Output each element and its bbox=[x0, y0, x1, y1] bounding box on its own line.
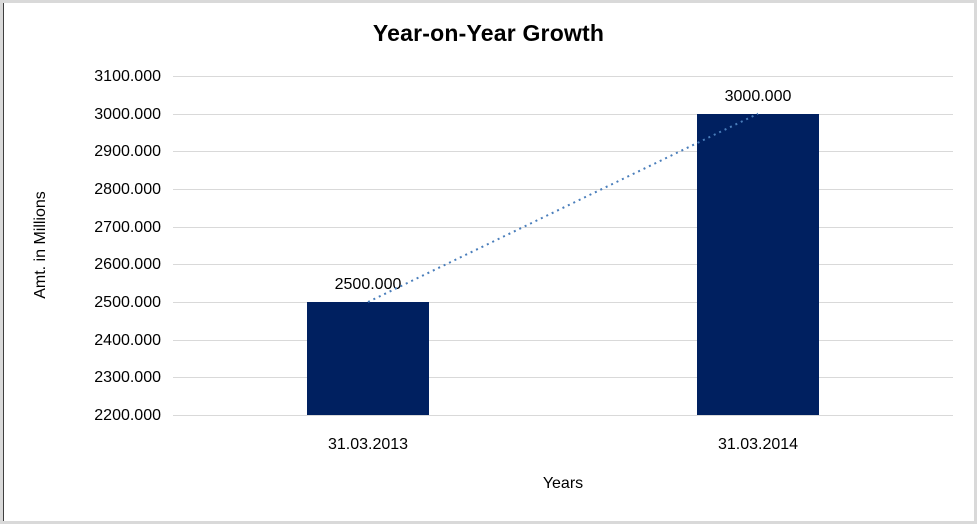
gridline bbox=[173, 76, 953, 77]
bars-layer: 2500.000 3000.000 bbox=[173, 76, 953, 415]
chart-title: Year-on-Year Growth bbox=[372, 20, 605, 46]
y-axis-tick-label: 2900.000 bbox=[94, 143, 161, 161]
bar-31.03.2013 bbox=[307, 302, 429, 415]
x-axis-tick-label: 31.03.2013 bbox=[327, 436, 409, 453]
y-axis-tick-label: 2400.000 bbox=[94, 331, 161, 349]
x-axis-title: Years bbox=[542, 475, 584, 492]
y-axis-tick-label: 3000.000 bbox=[94, 105, 161, 123]
y-axis-tick-label: 2700.000 bbox=[94, 218, 161, 236]
y-axis-tick-label: 2200.000 bbox=[94, 407, 161, 424]
plot-area: 2500.000 3000.000 bbox=[173, 76, 953, 416]
gridline bbox=[173, 339, 953, 341]
gridline bbox=[173, 415, 953, 416]
bar-31.03.2014 bbox=[697, 113, 819, 415]
data-label: 3000.000 bbox=[724, 87, 792, 105]
y-axis-tick-label: 2300.000 bbox=[94, 369, 161, 387]
y-axis-tick-label: 2500.000 bbox=[94, 294, 161, 311]
x-axis-tick-label: 31.03.2014 bbox=[717, 436, 799, 453]
y-axis-tick-label: 2800.000 bbox=[94, 181, 161, 198]
y-axis-tick-label: 3100.000 bbox=[94, 68, 161, 85]
data-label: 2500.000 bbox=[334, 276, 402, 293]
y-axis-tick-labels: 3100.000 3000.000 2900.000 2800.000 2700.000… bbox=[3, 68, 161, 424]
x-axis-tick-labels: 31.03.2013 31.03.2014 bbox=[173, 436, 953, 456]
y-axis-tick-label: 2600.000 bbox=[94, 256, 161, 274]
gridline bbox=[173, 377, 953, 379]
